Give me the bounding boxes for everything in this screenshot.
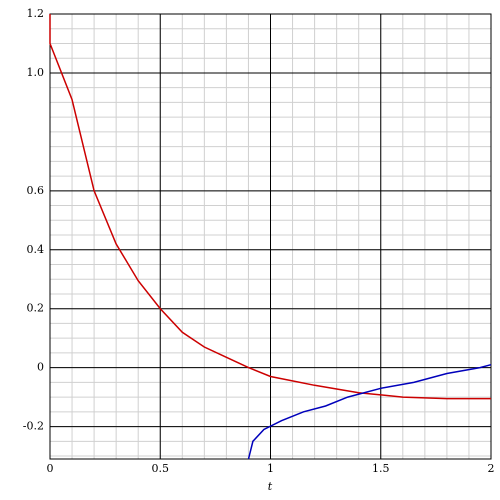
y-tick-label: -0.2 [23, 420, 44, 433]
y-tick-label: 0.2 [27, 302, 45, 315]
y-tick-label: 1.2 [27, 7, 45, 20]
data-line [49, 14, 491, 400]
x-tick-label: 0 [47, 462, 54, 475]
data-line [247, 363, 492, 460]
x-axis-label: t [268, 480, 273, 493]
y-tick-label: 0.4 [27, 243, 45, 256]
y-tick-label: 0.6 [27, 184, 45, 197]
x-tick-label: 2 [488, 462, 495, 475]
x-tick-label: 0.5 [152, 462, 170, 475]
x-tick-label: 1.5 [372, 462, 390, 475]
x-tick-label: 1 [267, 462, 274, 475]
y-tick-label: 0 [37, 361, 44, 374]
y-tick-label: 1.0 [27, 66, 45, 79]
plot-frame [49, 13, 492, 460]
